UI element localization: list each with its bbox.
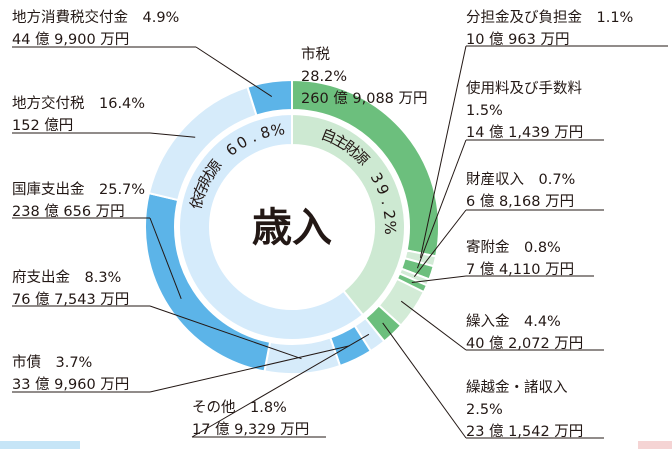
connector-line-4 [413, 209, 467, 278]
connector-line-9 [149, 345, 350, 393]
svg-text:繰越金・諸収入: 繰越金・諸収入 [466, 379, 568, 396]
label-2: 分担金及び負担金 1.1% 10 億 963 万円 [466, 9, 633, 48]
connector-line-5 [411, 275, 467, 283]
svg-text:国庫支出金 25.7%: 国庫支出金 25.7% [12, 181, 145, 198]
svg-text:財産収入 0.7%: 財産収入 0.7% [466, 171, 575, 188]
connector-line-6 [400, 300, 467, 351]
svg-text:存: 存 [190, 179, 212, 200]
svg-text:8: 8 [258, 123, 272, 143]
connector-line-11 [149, 217, 182, 299]
label-5: 寄附金 0.8% 7 億 4,110 万円 [466, 238, 574, 278]
connector-line-10 [149, 305, 302, 360]
svg-text:6 億 8,168 万円: 6 億 8,168 万円 [466, 193, 574, 210]
svg-text:繰入金 4.4%: 繰入金 4.4% [466, 313, 561, 330]
svg-text:市税: 市税 [301, 46, 330, 63]
svg-text:寄附金 0.8%: 寄附金 0.8% [466, 238, 561, 256]
connector-line-8 [191, 333, 370, 438]
svg-text:33 億 9,960 万円: 33 億 9,960 万円 [12, 376, 129, 393]
segment-10 [263, 336, 342, 375]
bottom-right-decoration [638, 441, 672, 449]
svg-text:分担金及び負担金 1.1%: 分担金及び負担金 1.1% [466, 9, 633, 26]
svg-text:260 億 9,088 万円: 260 億 9,088 万円 [301, 90, 428, 107]
svg-text:23 億 1,542 万円: 23 億 1,542 万円 [466, 423, 583, 440]
connector-line-2 [419, 45, 467, 258]
label-12: 地方交付税 16.4% 152 億円 [12, 94, 145, 134]
svg-text:238 億 656 万円: 238 億 656 万円 [12, 203, 125, 220]
svg-text:その他 1.8%: その他 1.8% [192, 399, 287, 416]
connector-line-3 [416, 139, 467, 269]
label-3: 使用料及び手数料 1.5% 14 億 1,439 万円 [466, 80, 583, 141]
label-11: 国庫支出金 25.7% 238 億 656 万円 [12, 181, 145, 220]
svg-text:使用料及び手数料: 使用料及び手数料 [466, 80, 582, 97]
svg-text:40 億 2,072 万円: 40 億 2,072 万円 [466, 335, 583, 352]
svg-text:28.2%: 28.2% [301, 69, 347, 85]
label-9: 市債 3.7% 33 億 9,960 万円 [12, 354, 129, 393]
inner-segment-izon [178, 112, 365, 341]
svg-text:44 億 9,900 万円: 44 億 9,900 万円 [12, 31, 129, 48]
connector-line-7 [382, 322, 467, 439]
connector-line-13 [195, 46, 273, 98]
svg-text:1.5%: 1.5% [466, 103, 503, 119]
chart-title: 歳入 [252, 205, 332, 251]
svg-text:市債 3.7%: 市債 3.7% [12, 354, 92, 371]
svg-text:.: . [248, 128, 259, 146]
svg-text:76 億 7,543 万円: 76 億 7,543 万円 [12, 291, 129, 308]
bottom-left-decoration [0, 441, 80, 449]
svg-text:自: 自 [318, 125, 339, 147]
label-7: 繰越金・諸収入 2.5% 23 億 1,542 万円 [466, 379, 583, 440]
svg-text:17 億 9,329 万円: 17 億 9,329 万円 [192, 421, 309, 438]
svg-text:地方消費税交付金 4.9%: 地方消費税交付金 4.9% [12, 8, 179, 26]
inner-segment-jishu [291, 112, 406, 317]
svg-text:152 億円: 152 億円 [12, 117, 73, 134]
svg-text:地方交付税 16.4%: 地方交付税 16.4% [12, 94, 145, 112]
svg-text:府支出金 8.3%: 府支出金 8.3% [12, 269, 121, 286]
label-13: 地方消費税交付金 4.9% 44 億 9,900 万円 [12, 8, 179, 48]
label-6: 繰入金 4.4% 40 億 2,072 万円 [466, 313, 583, 352]
label-4: 財産収入 0.7% 6 億 8,168 万円 [466, 171, 575, 210]
svg-text:2.5%: 2.5% [466, 402, 503, 418]
svg-text:10 億 963 万円: 10 億 963 万円 [466, 31, 569, 48]
svg-text:.: . [377, 197, 396, 206]
label-1: 市税 28.2% 260 億 9,088 万円 [301, 46, 428, 107]
svg-text:7 億 4,110 万円: 7 億 4,110 万円 [466, 261, 574, 278]
svg-text:依: 依 [187, 192, 208, 211]
segment-13 [246, 78, 293, 117]
svg-text:%: % [269, 120, 286, 140]
label-8: その他 1.8% 17 億 9,329 万円 [192, 399, 309, 438]
svg-text:%: % [381, 221, 399, 235]
svg-text:14 億 1,439 万円: 14 億 1,439 万円 [466, 124, 583, 141]
svg-text:2: 2 [380, 209, 399, 221]
connector-line-12 [149, 132, 196, 138]
label-10: 府支出金 8.3% 76 億 7,543 万円 [12, 269, 129, 308]
